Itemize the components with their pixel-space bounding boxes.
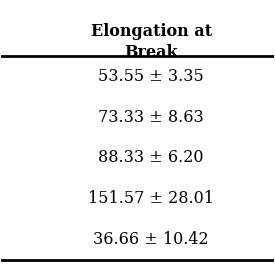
Text: 36.66 ± 10.42: 36.66 ± 10.42 — [93, 231, 209, 248]
Text: 88.33 ± 6.20: 88.33 ± 6.20 — [98, 149, 204, 166]
Text: 151.57 ± 28.01: 151.57 ± 28.01 — [88, 190, 214, 207]
Text: 73.33 ± 8.63: 73.33 ± 8.63 — [98, 109, 204, 126]
Text: 53.55 ± 3.35: 53.55 ± 3.35 — [98, 68, 204, 85]
Text: Elongation at
Break: Elongation at Break — [90, 23, 212, 61]
